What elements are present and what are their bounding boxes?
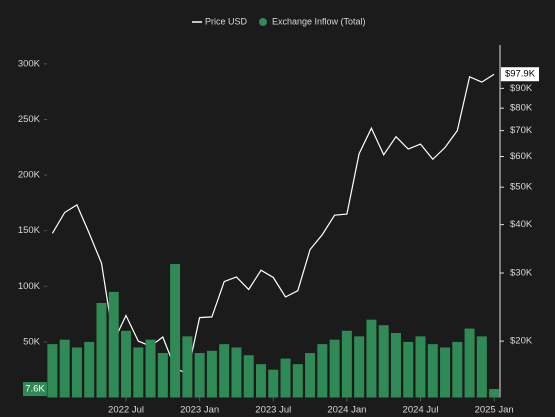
bar (329, 339, 340, 398)
bar (206, 350, 217, 398)
bar (219, 344, 230, 398)
bar (440, 347, 451, 398)
bar (243, 355, 254, 398)
bar (489, 389, 500, 398)
y2-tick-label: $60K (510, 151, 533, 162)
value-label-box (501, 67, 539, 82)
legend-label: Exchange Inflow (Total) (272, 16, 366, 26)
value-label-box (23, 382, 47, 397)
bar (378, 325, 389, 398)
bar (366, 319, 377, 398)
bar (47, 344, 58, 398)
value-label: $97.9K (505, 69, 536, 80)
bar (292, 364, 303, 398)
bar (194, 353, 205, 398)
bar (268, 369, 279, 398)
x-tick-label: 2023 Jan (180, 405, 219, 416)
bar (133, 347, 144, 398)
bar (317, 344, 328, 398)
bar (84, 341, 95, 398)
bar (231, 347, 242, 398)
x-tick-label: 2023 Jul (255, 405, 291, 416)
y2-tick-label: $80K (510, 103, 533, 114)
y2-tick-label: $50K (510, 182, 533, 193)
y2-tick-label: $20K (510, 336, 533, 347)
bar (108, 291, 119, 398)
bar (255, 364, 266, 398)
bar (59, 339, 70, 398)
x-tick-label: 2024 Jul (403, 405, 439, 416)
bar (464, 328, 475, 398)
bar (354, 336, 365, 398)
x-tick-label: 2022 Jul (108, 405, 144, 416)
bar (427, 344, 438, 398)
price-line (51, 73, 495, 375)
bar (145, 339, 156, 398)
y-tick-label: 50K (23, 336, 41, 347)
y2-tick-label: $40K (510, 219, 533, 230)
y-tick-label: 150K (18, 225, 41, 236)
bar (403, 341, 414, 398)
bar (96, 302, 107, 398)
y-tick-label: 250K (18, 114, 41, 125)
legend-swatch (259, 18, 267, 26)
bar (476, 336, 487, 398)
bar (121, 330, 132, 398)
bar (305, 353, 316, 398)
legend-label: Price USD (205, 16, 248, 26)
bar (390, 333, 401, 398)
bar (452, 341, 463, 398)
x-tick-label: 2024 Jan (327, 405, 366, 416)
y2-tick-label: $30K (510, 268, 533, 279)
bar (71, 347, 82, 398)
y2-tick-label: $70K (510, 125, 533, 136)
bar (341, 330, 352, 398)
bar (280, 358, 291, 398)
bar (157, 353, 168, 398)
value-label: 7.6K (25, 384, 45, 395)
y-tick-label: 300K (18, 58, 41, 69)
bar (182, 336, 193, 398)
bar (170, 264, 181, 398)
x-tick-label: 2025 Jan (475, 405, 514, 416)
y-tick-label: 100K (18, 281, 41, 292)
bar (415, 336, 426, 398)
y2-tick-label: $90K (510, 83, 533, 94)
y-tick-label: 200K (18, 170, 41, 181)
